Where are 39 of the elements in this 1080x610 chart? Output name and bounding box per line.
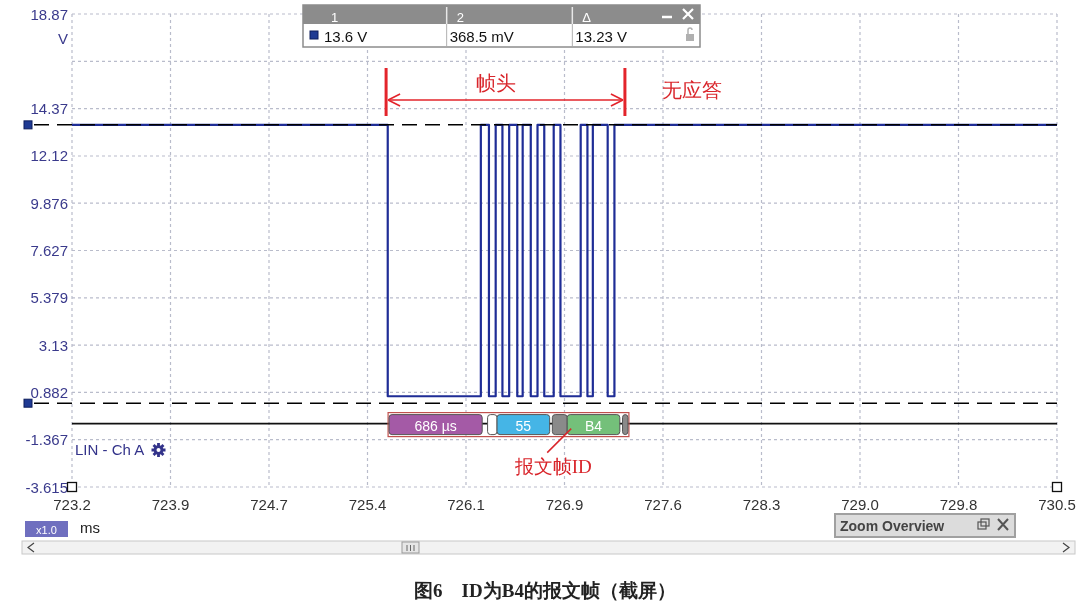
annotation: 368.5 mV — [449, 28, 514, 45]
annotation: 13.23 V — [575, 28, 628, 45]
annotation: 2 — [456, 10, 464, 25]
band-label: 55 — [515, 417, 532, 434]
y-tick-label: 0.882 — [30, 383, 68, 401]
y-tick-label: 9.876 — [30, 194, 68, 212]
x-tick-label: 723.9 — [151, 496, 190, 513]
x-tick-label: 725.4 — [348, 496, 387, 513]
x-tick-label: 727.6 — [644, 496, 682, 513]
annotation: 无应答 — [661, 79, 722, 101]
x-tick-label: 726.9 — [545, 496, 584, 513]
annotation: LIN - Ch A — [75, 441, 145, 458]
annotation: 1 — [331, 10, 339, 25]
annotation: 帧头 — [475, 72, 516, 94]
band-label: B4 — [584, 417, 603, 434]
x-tick-label: 729.0 — [841, 496, 879, 513]
text: x1.0 — [36, 523, 57, 536]
x-tick-label: 723.2 — [53, 496, 91, 513]
text: 图6 ID为B4的报文帧（截屏） — [414, 580, 676, 601]
annotation: Δ — [582, 10, 592, 25]
y-tick-label: -3.615 — [25, 478, 68, 496]
annotation: 报文帧ID — [513, 455, 592, 477]
annotation: 13.6 V — [324, 28, 368, 45]
y-tick-label: 18.87 — [30, 5, 68, 23]
y-tick-label: 12.12 — [30, 147, 68, 165]
x-axis-title: ms — [80, 519, 100, 536]
y-axis-title: V — [57, 29, 68, 47]
x-tick-label: 724.7 — [250, 496, 288, 513]
y-tick-label: 3.13 — [38, 336, 68, 354]
x-tick-label: 726.1 — [447, 496, 485, 513]
x-tick-label: 728.3 — [742, 496, 781, 513]
x-tick-label: 730.5 — [1038, 496, 1076, 513]
y-tick-label: 5.379 — [30, 289, 68, 307]
y-tick-label: -1.367 — [25, 431, 68, 449]
y-tick-label: 7.627 — [30, 242, 68, 260]
y-tick-label: 14.37 — [30, 100, 68, 118]
text: Zoom Overview — [840, 518, 945, 534]
band-label: 686 µs — [414, 417, 457, 434]
x-tick-label: 729.8 — [939, 496, 978, 513]
